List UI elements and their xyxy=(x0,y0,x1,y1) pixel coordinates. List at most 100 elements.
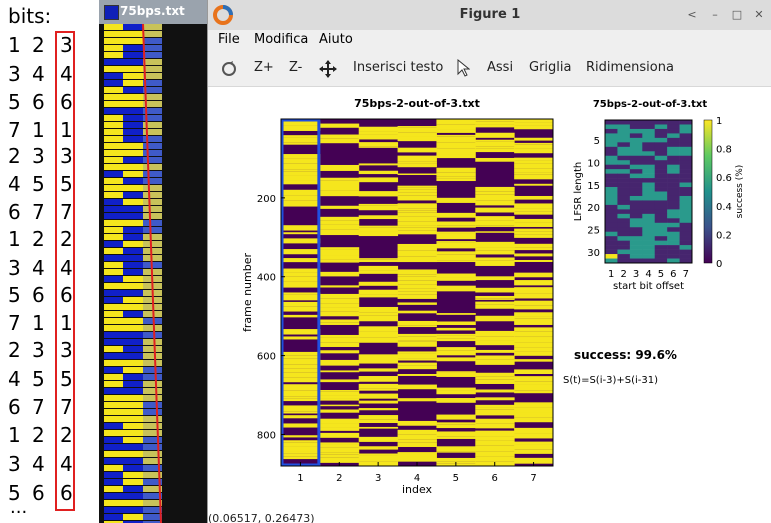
minimize-button[interactable]: – xyxy=(712,8,718,21)
select-pointer-icon[interactable] xyxy=(456,59,470,77)
lfsr-cell xyxy=(679,173,693,179)
lfsr-cell xyxy=(679,218,693,224)
lfsr-cell xyxy=(617,204,631,210)
heatmap-cell xyxy=(358,134,399,140)
menu-modifica[interactable]: Modifica xyxy=(254,32,309,47)
lfsr-cell xyxy=(642,195,656,201)
zoom-in-button[interactable]: Z+ xyxy=(254,60,274,75)
lfsr-cell xyxy=(679,204,693,210)
lfsr-cell xyxy=(654,249,668,255)
main-chart-title: 75bps-2-out-of-3.txt xyxy=(354,97,480,110)
heatmap-cell xyxy=(358,126,399,132)
figure-titlebar[interactable]: Figure 1 < – □ ✕ xyxy=(208,0,771,31)
lfsr-cell xyxy=(679,231,693,237)
zoom-out-button[interactable]: Z- xyxy=(289,60,303,75)
lfsr-cell xyxy=(679,249,693,255)
heatmap-cell xyxy=(319,444,360,448)
insert-text-button[interactable]: Inserisci testo xyxy=(353,60,444,75)
resize-button[interactable]: Ridimensiona xyxy=(586,60,674,75)
bit-cell xyxy=(123,402,143,408)
bit-cell xyxy=(123,381,143,387)
y-tick-label: 600 xyxy=(257,352,276,363)
lfsr-cell xyxy=(654,146,668,152)
heatmap-cell xyxy=(514,280,554,286)
data-window-titlebar[interactable]: 75bps.txt xyxy=(99,0,209,25)
heatmap-cell xyxy=(514,457,554,464)
bit-cell xyxy=(123,31,143,37)
axes-button[interactable]: Assi xyxy=(487,60,514,75)
lfsr-cell xyxy=(654,169,668,174)
bit-cell xyxy=(104,164,123,170)
maximize-button[interactable]: □ xyxy=(731,8,743,21)
menu-file[interactable]: File xyxy=(218,32,240,47)
pan-icon[interactable] xyxy=(319,60,337,78)
heatmap-cell xyxy=(514,168,554,173)
bit-cell xyxy=(123,395,143,401)
bit-cell xyxy=(123,185,143,191)
heatmap-cell xyxy=(358,205,399,211)
heatmap-cell xyxy=(281,294,321,301)
lfsr-cell xyxy=(667,258,680,264)
heatmap-cell xyxy=(397,185,437,188)
octave-logo-icon xyxy=(213,5,233,25)
rotate-icon[interactable] xyxy=(220,60,238,78)
bit-cell xyxy=(123,234,143,240)
bit-cell xyxy=(143,465,162,471)
heatmap-cell xyxy=(397,398,437,402)
heatmap-cell xyxy=(319,298,360,304)
figure-window[interactable]: Figure 1 < – □ ✕ File Modifica Aiuto Z+ … xyxy=(207,0,771,523)
grid-button[interactable]: Griglia xyxy=(529,60,572,75)
heatmap-cell xyxy=(397,351,437,354)
close-button[interactable]: ✕ xyxy=(754,8,764,21)
lfsr-cell xyxy=(605,240,618,246)
lfsr-cell xyxy=(642,155,656,161)
heatmap-cell xyxy=(397,325,437,328)
bit-cell xyxy=(143,178,162,184)
heatmap-cell xyxy=(397,439,437,443)
lfsr-cell xyxy=(605,120,618,125)
bit-cell xyxy=(104,444,123,450)
heatmap-cell xyxy=(475,200,515,206)
lfsr-cell xyxy=(617,209,631,215)
bit-value: 7 xyxy=(60,395,73,419)
heatmap-cell xyxy=(475,376,515,380)
bit-value: 6 xyxy=(60,283,73,307)
bit-cell xyxy=(143,500,162,506)
back-button[interactable]: < xyxy=(687,8,697,21)
colorbar-tick-label: 0 xyxy=(716,259,722,270)
heatmap-cell xyxy=(436,327,476,331)
menu-aiuto[interactable]: Aiuto xyxy=(319,32,353,47)
lfsr-cell xyxy=(679,209,693,215)
heatmap-cell xyxy=(436,424,476,429)
heatmap-cell xyxy=(436,338,476,342)
heatmap-cell xyxy=(281,411,321,414)
heatmap-cell xyxy=(319,423,360,428)
heatmap-cell xyxy=(397,456,437,462)
bit-cell xyxy=(123,374,143,380)
lfsr-cell xyxy=(679,258,693,264)
bit-cell xyxy=(104,206,123,212)
bit-cell xyxy=(143,157,162,163)
heatmap-cell xyxy=(281,158,321,164)
heatmap-cell xyxy=(319,432,360,438)
heatmap-cell xyxy=(319,398,360,401)
heatmap-cell xyxy=(281,163,321,170)
bit-cell xyxy=(143,451,162,457)
heatmap-cell xyxy=(514,174,554,180)
heatmap-cell xyxy=(475,301,515,305)
bit-cell xyxy=(143,493,162,499)
heatmap-cell xyxy=(436,212,476,218)
bit-value: 4 xyxy=(60,62,73,86)
heatmap-cell xyxy=(319,259,360,263)
data-window[interactable]: 75bps.txt xyxy=(99,0,209,523)
bit-cell xyxy=(104,143,123,149)
small-y-tick-label: 30 xyxy=(587,248,600,259)
bit-cell xyxy=(123,38,143,44)
lfsr-cell xyxy=(642,222,656,228)
heatmap-cell xyxy=(475,423,515,429)
heatmap-cell xyxy=(397,288,437,292)
lfsr-cell xyxy=(667,146,680,152)
plot-canvas[interactable]: 75bps-2-out-of-3.txt 1 2 3 4 5 6 7 index 200 400 60… xyxy=(208,87,771,523)
